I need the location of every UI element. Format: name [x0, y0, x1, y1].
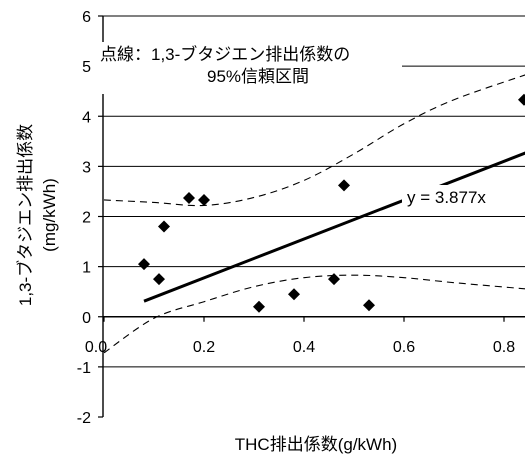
x-tick-label: 0.6 [393, 339, 415, 356]
data-point-2 [153, 273, 165, 286]
regression-line-group [143, 151, 525, 303]
data-points [138, 93, 525, 313]
regression-label-box [402, 185, 510, 209]
confidence-upper-line [103, 74, 525, 207]
annotation-line-2: 95%信頼区間 [207, 67, 309, 86]
y-tick-label: 3 [82, 159, 91, 176]
y-tick-label: -2 [77, 410, 91, 427]
y-axis-unit: (mg/kWh) [40, 178, 59, 252]
regression-label: y = 3.877x [407, 188, 486, 207]
y-tick-label: 1 [82, 260, 91, 277]
y-tick-label: -1 [77, 360, 91, 377]
data-point-5 [198, 193, 210, 206]
y-tick-label: 4 [82, 109, 91, 126]
data-point-11 [518, 93, 525, 106]
y-tick-label: 6 [82, 9, 91, 26]
data-point-10 [363, 299, 375, 312]
data-point-7 [288, 288, 300, 301]
x-tick-label: 0.8 [493, 339, 515, 356]
regression-line [143, 151, 525, 303]
axes: -2 -1 0 1 2 3 4 5 6 0.0 0.2 0.4 0.6 0.8 [77, 9, 525, 427]
confidence-lower-line [103, 274, 525, 354]
data-point-1 [138, 258, 150, 271]
data-point-3 [158, 220, 170, 233]
annotation-box [96, 42, 402, 94]
x-tick-label: 0.0 [85, 339, 107, 356]
labels: 点線：1,3-ブタジエン排出係数の 95%信頼区間 y = 3.877x THC… [15, 42, 510, 454]
data-point-4 [183, 191, 195, 204]
y-axis-title: 1,3-ブタジエン排出係数 [15, 124, 35, 306]
x-axis-title: THC排出係数(g/kWh) [235, 435, 397, 454]
y-tick-label: 5 [82, 59, 91, 76]
data-point-9 [338, 179, 350, 192]
x-tick-label: 0.4 [293, 339, 315, 356]
annotation-line-1: 点線：1,3-ブタジエン排出係数の [100, 44, 350, 64]
data-point-8 [328, 273, 340, 286]
x-tick-label: 0.2 [193, 339, 215, 356]
y-tick-label: 0 [82, 310, 91, 327]
y-tick-label: 2 [82, 210, 91, 227]
data-point-6 [253, 300, 265, 313]
confidence-band [103, 74, 525, 354]
